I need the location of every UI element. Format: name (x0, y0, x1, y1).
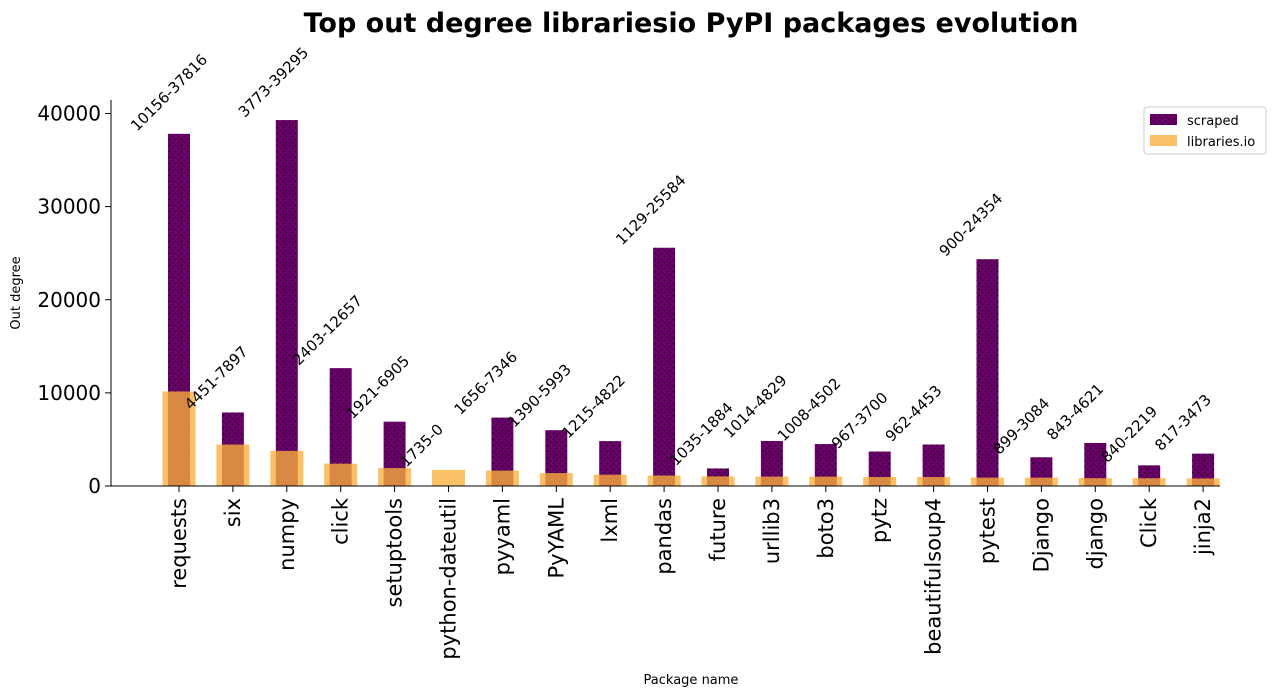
bar-librariesio (917, 477, 951, 486)
y-axis-label: Out degree (9, 256, 24, 329)
x-tick-label: Click (1137, 497, 1161, 548)
x-tick-label: PyYAML (544, 498, 568, 579)
bar-librariesio (378, 468, 412, 486)
legend-label-scraped: scraped (1187, 114, 1239, 129)
data-label: 10156-37816 (127, 51, 211, 135)
bar-librariesio (863, 476, 897, 486)
bar-scraped (814, 444, 837, 486)
bar-librariesio (485, 470, 519, 486)
data-label: 1215-4822 (558, 371, 629, 442)
legend: scraped libraries.io (1143, 106, 1267, 155)
data-label: 843-4621 (1043, 380, 1107, 444)
bar-librariesio (270, 450, 304, 486)
bar-librariesio (755, 476, 789, 486)
x-tick-label: Django (1029, 498, 1053, 572)
bar-scraped (329, 368, 352, 486)
bar-librariesio (162, 391, 196, 486)
data-label: 900-24354 (936, 189, 1007, 260)
legend-swatch-scraped (1150, 114, 1177, 125)
x-tick-label: pytz (868, 498, 892, 543)
bar-librariesio (593, 474, 627, 486)
legend-swatch-librariesio (1150, 135, 1177, 146)
bar-scraped (653, 247, 676, 486)
bar-scraped (491, 417, 514, 486)
data-label: 899-3084 (990, 394, 1054, 458)
bar-scraped (760, 441, 783, 486)
bar-librariesio (324, 463, 358, 486)
axes-layer (110, 100, 1220, 487)
bar-scraped (976, 259, 999, 486)
bar-scraped (545, 430, 568, 486)
bar-scraped (922, 444, 945, 486)
x-tick-label: jinja2 (1191, 498, 1215, 556)
y-tick-label: 20000 (37, 288, 101, 312)
x-tick-label: lxml (598, 498, 622, 543)
x-tick-label: click (329, 497, 353, 545)
data-label: 2403-12657 (289, 292, 366, 369)
x-tick-label: six (221, 498, 245, 527)
bar-scraped (275, 120, 298, 487)
bar-scraped (1192, 453, 1215, 486)
x-ticks: requests six numpy click setuptools python-da… (167, 486, 1215, 660)
y-tick-label: 10000 (37, 381, 101, 405)
data-label: 967-3700 (828, 389, 892, 453)
x-tick-label: pandas (652, 498, 676, 575)
data-label: 962-4453 (882, 382, 946, 446)
y-ticks: 0 10000 20000 30000 40000 (37, 102, 111, 498)
chart-title: Top out degree librariesio PyPI packages… (304, 8, 1079, 39)
data-label: 840-2219 (1097, 402, 1161, 466)
bar-librariesio (539, 473, 573, 486)
x-tick-label: requests (167, 498, 191, 589)
legend-label-librariesio: libraries.io (1187, 135, 1255, 150)
bar-librariesio (1078, 478, 1112, 486)
x-tick-label: django (1083, 498, 1107, 570)
bar-librariesio (809, 476, 843, 486)
x-tick-label: setuptools (383, 498, 407, 607)
bar-librariesio (1186, 478, 1220, 486)
data-label: 1921-6905 (343, 352, 414, 423)
bar-librariesio (1132, 478, 1166, 486)
x-tick-label: pyyaml (490, 498, 514, 575)
bar-librariesio (701, 476, 735, 486)
bar-librariesio (971, 477, 1004, 486)
bar-librariesio (432, 469, 465, 486)
x-tick-label: numpy (275, 498, 299, 571)
bars-layer (162, 120, 1220, 487)
data-label: 817-3473 (1151, 391, 1215, 455)
data-label: 3773-39295 (235, 44, 312, 121)
data-label: 1129-25584 (612, 171, 689, 248)
y-tick-label: 40000 (37, 102, 101, 126)
x-tick-label: future (706, 498, 730, 561)
data-label: 1390-5993 (504, 360, 575, 431)
x-tick-label: beautifulsoup4 (922, 498, 946, 655)
x-tick-label: python-dateutil (437, 498, 461, 660)
y-tick-label: 30000 (37, 195, 101, 219)
y-tick-label: 0 (88, 474, 101, 498)
bar-scraped (1084, 442, 1107, 486)
bar-librariesio (647, 475, 681, 486)
data-label: 1656-7346 (451, 348, 522, 419)
x-tick-label: pytest (976, 498, 1000, 564)
x-axis-label: Package name (644, 673, 739, 688)
data-label: 4451-7897 (181, 343, 252, 414)
bar-librariesio (1024, 477, 1058, 486)
x-tick-label: urllib3 (760, 498, 784, 564)
bar-librariesio (216, 444, 250, 486)
x-tick-label: boto3 (814, 498, 838, 559)
